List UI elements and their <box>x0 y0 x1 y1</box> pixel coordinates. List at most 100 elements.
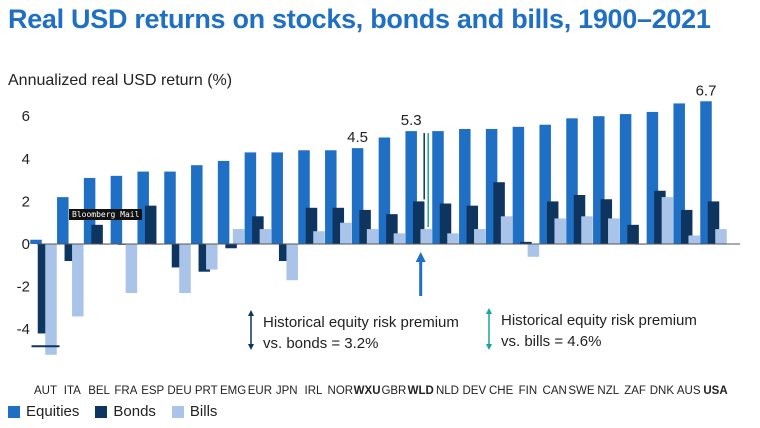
bar-equities-wxu <box>351 148 364 244</box>
wld-arrow-head <box>415 252 426 262</box>
bar-equities-prt <box>191 165 203 244</box>
bar-bills-nld <box>447 233 459 244</box>
annotation-bonds-line2: vs. bonds = 3.2% <box>263 335 379 352</box>
annotation-bonds-line1: Historical equity risk premium <box>263 314 459 331</box>
x-tick-label: EMG <box>220 385 246 397</box>
bar-equities-dnk <box>646 111 659 244</box>
x-tick-label: NZL <box>597 385 619 397</box>
bar-bonds-bel <box>91 224 103 244</box>
x-tick-label: SWE <box>568 385 595 397</box>
bar-equities-usa <box>700 101 712 244</box>
bar-bills-usa <box>715 229 727 244</box>
bar-bonds-can <box>546 201 559 244</box>
bar-bills-swe <box>581 216 593 244</box>
x-tick-label: ZAF <box>624 385 646 397</box>
bar-bills-aus <box>688 235 700 244</box>
legend-label-bonds: Bonds <box>113 403 156 420</box>
legend-item-equities: Equities <box>8 403 79 420</box>
data-label: 4.5 <box>347 129 368 146</box>
x-tick-label: NLD <box>436 385 459 397</box>
y-axis-label: Annualized real USD return (%) <box>8 72 232 89</box>
bar-bonds-nld <box>439 203 452 244</box>
x-tick-label: DEV <box>462 385 486 397</box>
legend-item-bills: Bills <box>171 403 218 420</box>
x-tick-label: FIN <box>519 385 538 397</box>
bar-bills-nzl <box>608 218 620 244</box>
x-tick-label: AUT <box>34 385 57 397</box>
x-tick-label: EUR <box>248 385 272 397</box>
bar-bills-emg <box>232 229 245 244</box>
bar-bonds-gbr <box>386 214 398 244</box>
bar-equities-che <box>485 128 498 244</box>
bar-equities-gbr <box>378 137 391 244</box>
bar-bills-jpn <box>286 244 298 281</box>
bar-bonds-nzl <box>600 199 613 244</box>
bar-bonds-deu <box>171 244 184 268</box>
data-label: 6.7 <box>696 82 717 99</box>
bar-bonds-prt <box>198 244 211 272</box>
bar-equities-aut <box>30 239 42 244</box>
y-tick-label: 6 <box>22 108 30 125</box>
x-tick-label: NOR <box>328 385 354 397</box>
x-tick-label: CAN <box>543 385 567 397</box>
bar-bonds-che <box>493 182 505 244</box>
bar-bills-irl <box>313 231 325 244</box>
bar-bonds-zaf <box>627 224 639 244</box>
bar-bills-prt <box>206 244 218 270</box>
x-tick-label: DEU <box>167 385 191 397</box>
legend-label-bills: Bills <box>189 403 218 420</box>
x-tick-label: WLD <box>408 385 434 397</box>
annotation-bills-line2: vs. bills = 4.6% <box>501 333 601 350</box>
x-tick-label: JPN <box>276 385 298 397</box>
x-tick-label: FRA <box>114 385 137 397</box>
watermark-tag: Bloomberg Mail <box>69 209 143 220</box>
bar-bills-ita <box>72 244 84 317</box>
bar-bills-fra <box>125 244 138 293</box>
bar-equities-emg <box>217 160 230 244</box>
x-tick-label: USA <box>703 385 727 397</box>
bar-equities-eur <box>244 152 257 244</box>
x-tick-label: BEL <box>88 385 110 397</box>
bar-equities-ita <box>57 197 69 244</box>
bar-bonds-aus <box>680 209 693 244</box>
x-tick-label: AUS <box>677 385 701 397</box>
x-tick-label: IRL <box>305 385 324 397</box>
bar-bonds-swe <box>573 195 586 244</box>
bar-equities-esp <box>137 171 149 244</box>
bar-equities-fin <box>512 126 525 244</box>
data-label: 5.3 <box>401 112 422 129</box>
legend-swatch-bonds <box>95 405 108 418</box>
bar-bills-aut <box>45 244 57 355</box>
bar-bills-eur <box>259 229 272 244</box>
bar-bonds-irl <box>305 207 318 244</box>
y-tick-label: 4 <box>22 151 30 168</box>
bar-bills-deu <box>179 244 191 293</box>
bar-bills-gbr <box>393 233 406 244</box>
bar-equities-irl <box>298 150 310 244</box>
legend-bracket-bonds-down <box>248 344 254 350</box>
bar-bonds-emg <box>225 244 237 249</box>
legend-label-equities: Equities <box>26 403 80 420</box>
legend-swatch-bills <box>171 405 184 418</box>
bar-equities-wld <box>405 131 417 244</box>
bar-equities-nor <box>325 150 337 244</box>
legend-bracket-bonds-up <box>248 310 254 316</box>
bar-bills-dev <box>474 229 486 244</box>
annotation-bills-line1: Historical equity risk premium <box>501 312 697 329</box>
bar-equities-dev <box>459 128 471 244</box>
y-tick-label: 2 <box>22 193 30 210</box>
bar-bills-wld <box>420 229 432 244</box>
bar-bonds-wld <box>412 201 425 244</box>
legend-swatch-equities <box>8 405 20 418</box>
bar-bonds-esp <box>144 205 157 244</box>
x-tick-label: WXU <box>354 385 381 397</box>
bar-equities-deu <box>164 171 176 244</box>
bar-bonds-dnk <box>654 190 666 244</box>
bar-equities-nld <box>432 131 444 244</box>
bar-equities-zaf <box>619 114 632 244</box>
x-tick-label: PRT <box>195 385 218 397</box>
bar-bills-che <box>500 216 513 244</box>
bar-bonds-eur <box>252 216 264 244</box>
y-tick-label: -4 <box>17 321 30 338</box>
bar-bills-dnk <box>661 197 674 244</box>
